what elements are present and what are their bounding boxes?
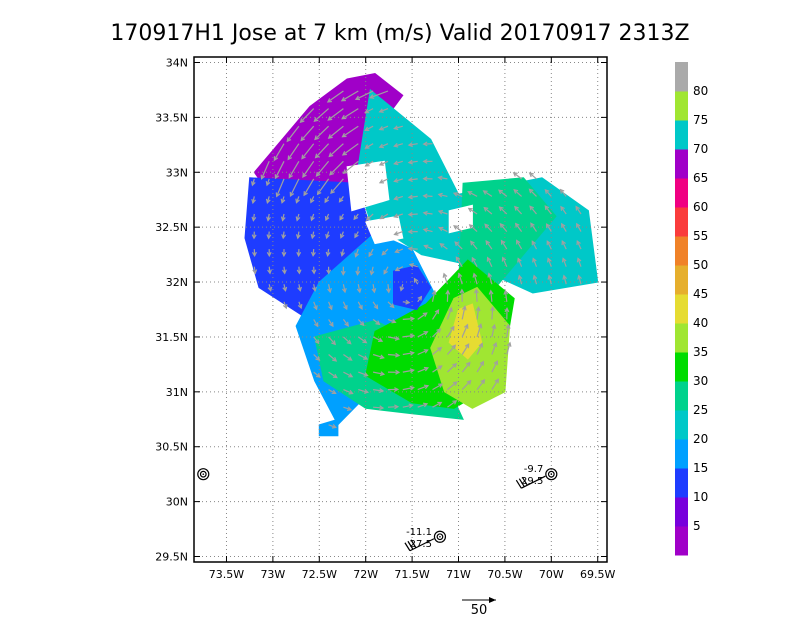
x-tick-label: 73W (260, 568, 285, 581)
reference-arrow-head (489, 597, 496, 603)
colorbar-label: 5 (693, 519, 701, 533)
colorbar-label: 35 (693, 345, 708, 359)
colorbar-label: 45 (693, 287, 708, 301)
colorbar-swatch (675, 265, 688, 295)
colorbar-label: 10 (693, 490, 708, 504)
y-tick-label: 34N (166, 56, 188, 69)
colorbar-label: 60 (693, 200, 708, 214)
station-label-top: -11.1 (406, 527, 432, 538)
x-tick-label: 71W (446, 568, 471, 581)
x-tick-label: 70W (539, 568, 564, 581)
y-tick-label: 30N (166, 496, 188, 509)
station-label-bottom: 29.5 (521, 476, 543, 487)
station-marker-dot (551, 473, 553, 475)
stations: -9.729.5 -11.127.5 (198, 464, 557, 551)
colorbar-label: 70 (693, 142, 708, 156)
station-marker-dot (439, 536, 441, 538)
colorbar-label: 40 (693, 316, 708, 330)
colorbar-swatch (675, 91, 688, 121)
colorbar-swatch (675, 526, 688, 556)
plot-area: -9.729.5 -11.127.5 (194, 57, 607, 562)
colorbar-swatch (675, 323, 688, 353)
colorbar-label: 30 (693, 374, 708, 388)
colorbar-label: 65 (693, 171, 708, 185)
y-tick-label: 30.5N (155, 441, 188, 454)
colorbar-swatch (675, 352, 688, 382)
colorbar-swatch (675, 236, 688, 266)
colorbar-label: 20 (693, 432, 708, 446)
x-tick-label: 71.5W (394, 568, 429, 581)
x-tick-label: 70.5W (487, 568, 522, 581)
colorbar-swatch (675, 468, 688, 498)
colorbar-swatch (675, 62, 688, 92)
colorbar-swatch (675, 120, 688, 150)
colorbar-swatch (675, 294, 688, 324)
station-label-bottom: 27.5 (410, 539, 432, 550)
y-tick-label: 32N (166, 276, 188, 289)
colorbar-label: 50 (693, 258, 708, 272)
colorbar-swatch (675, 497, 688, 527)
y-tick-label: 33.5N (155, 111, 188, 124)
colorbar-swatch (675, 149, 688, 179)
colorbar: 5 10 15 20 25 30 35 40 45 50 55 60 65 70 75 80 (675, 62, 708, 556)
y-tick-label: 31.5N (155, 331, 188, 344)
colorbar-label: 15 (693, 461, 708, 475)
station-label-top: -9.7 (524, 464, 544, 475)
x-tick-label: 72W (353, 568, 378, 581)
y-tick-label: 33N (166, 166, 188, 179)
colorbar-swatch (675, 410, 688, 440)
y-tick-label: 31N (166, 386, 188, 399)
x-tick-label: 73.5W (209, 568, 244, 581)
station-marker-dot (202, 473, 204, 475)
reference-vector-label: 50 (471, 603, 488, 618)
y-tick-label: 32.5N (155, 221, 188, 234)
colorbar-label: 75 (693, 113, 708, 127)
chart-title: 170917H1 Jose at 7 km (m/s) Valid 201709… (110, 21, 689, 46)
x-tick-label: 72.5W (302, 568, 337, 581)
colorbar-swatch (675, 207, 688, 237)
colorbar-label: 55 (693, 229, 708, 243)
x-tick-label: 69.5W (580, 568, 615, 581)
colorbar-swatch (675, 439, 688, 469)
colorbar-swatch (675, 178, 688, 208)
reference-vector: 50 (462, 597, 496, 618)
colorbar-label: 80 (693, 84, 708, 98)
y-tick-label: 29.5N (155, 551, 188, 564)
colorbar-swatch (675, 381, 688, 411)
colorbar-label: 25 (693, 403, 708, 417)
